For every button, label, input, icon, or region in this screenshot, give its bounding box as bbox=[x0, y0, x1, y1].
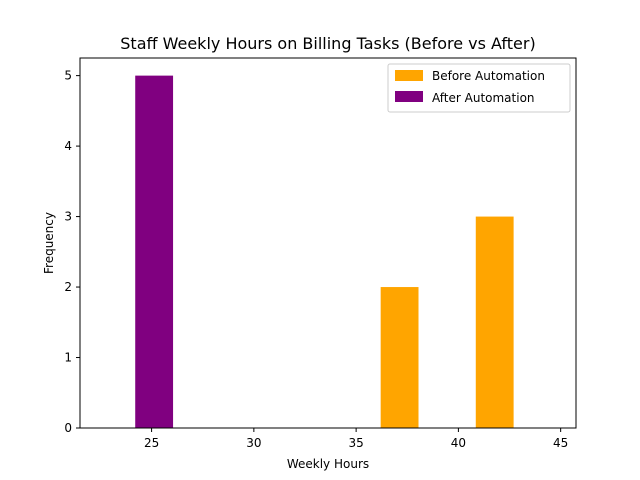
legend-swatch-after bbox=[395, 91, 423, 102]
y-axis-ticks: 0 1 2 3 4 5 bbox=[64, 69, 80, 435]
bars-layer bbox=[135, 75, 514, 428]
y-tick-label: 3 bbox=[64, 210, 72, 224]
y-tick-label: 1 bbox=[64, 351, 72, 365]
plot-area-frame bbox=[79, 57, 577, 429]
chart-title: Staff Weekly Hours on Billing Tasks (Bef… bbox=[120, 34, 535, 53]
y-axis-label: Frequency bbox=[42, 212, 56, 274]
legend-label-after: After Automation bbox=[432, 91, 535, 105]
y-tick-label: 0 bbox=[64, 421, 72, 435]
x-tick-label: 45 bbox=[553, 436, 568, 450]
legend-box bbox=[387, 63, 571, 113]
x-tick-label: 30 bbox=[246, 436, 261, 450]
y-tick-label: 5 bbox=[64, 69, 72, 83]
bar-before-1 bbox=[475, 216, 514, 428]
x-tick-label: 40 bbox=[451, 436, 466, 450]
x-axis-ticks: 25 30 35 40 45 bbox=[144, 428, 568, 450]
bar-before-0 bbox=[380, 287, 419, 428]
x-axis-label: Weekly Hours bbox=[287, 457, 369, 471]
legend-label-before: Before Automation bbox=[432, 69, 545, 83]
legend: Before Automation After Automation bbox=[387, 63, 571, 113]
y-tick-label: 2 bbox=[64, 280, 72, 294]
x-tick-label: 35 bbox=[348, 436, 363, 450]
x-tick-label: 25 bbox=[144, 436, 159, 450]
bar-after-0 bbox=[135, 75, 174, 428]
legend-swatch-before bbox=[395, 70, 423, 81]
y-tick-label: 4 bbox=[64, 139, 72, 153]
